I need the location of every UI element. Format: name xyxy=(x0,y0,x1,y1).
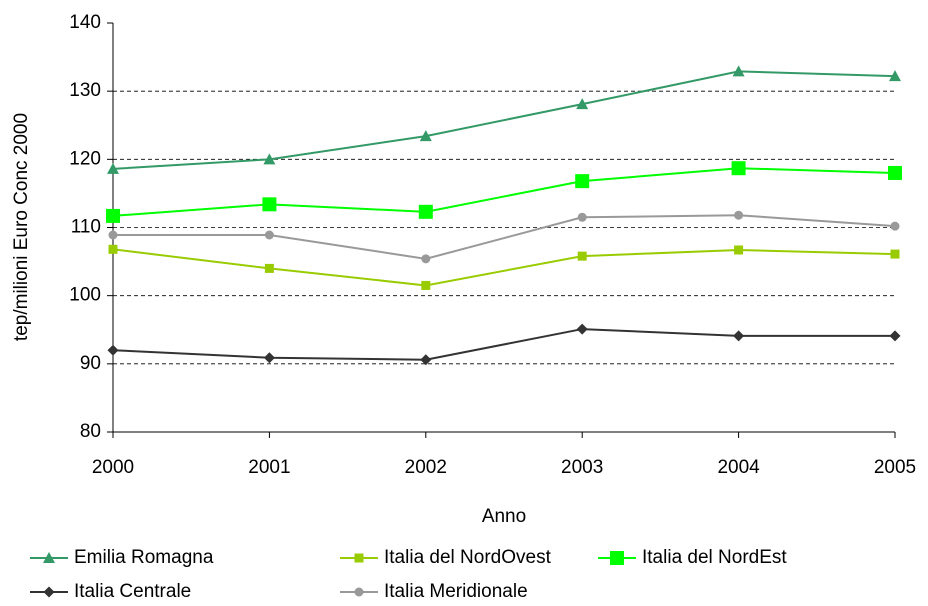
data-point xyxy=(107,344,119,356)
data-point xyxy=(263,352,275,364)
data-point xyxy=(421,254,431,264)
legend-label: Italia del NordEst xyxy=(642,547,787,568)
data-point xyxy=(106,208,120,223)
data-point xyxy=(263,153,276,165)
legend-marker xyxy=(354,553,364,563)
x-tick-label: 2003 xyxy=(561,457,603,478)
data-point xyxy=(262,197,277,212)
data-point xyxy=(732,65,745,77)
data-point xyxy=(420,354,432,366)
data-point xyxy=(108,244,118,254)
data-point xyxy=(418,204,433,219)
data-point xyxy=(734,210,744,220)
data-point xyxy=(731,161,746,176)
data-point xyxy=(889,70,901,82)
data-point xyxy=(107,162,119,174)
data-point xyxy=(575,174,590,189)
x-axis-label: Anno xyxy=(482,506,526,527)
data-point xyxy=(576,323,588,335)
legend-label: Emilia Romagna xyxy=(74,547,214,568)
legend-label: Italia Centrale xyxy=(74,581,191,602)
legend-marker xyxy=(43,586,55,598)
series-line xyxy=(113,214,896,260)
y-tick-label: 80 xyxy=(80,421,101,442)
data-point xyxy=(733,330,745,342)
data-point xyxy=(890,221,900,231)
y-tick-label: 140 xyxy=(69,12,101,33)
data-point xyxy=(577,251,587,261)
data-point xyxy=(421,280,431,290)
series-line xyxy=(112,248,896,287)
legend-marker xyxy=(610,551,624,565)
x-tick-label: 2005 xyxy=(874,457,916,478)
data-point xyxy=(734,245,744,255)
data-point xyxy=(890,249,900,259)
data-point xyxy=(577,212,587,222)
x-tick-label: 2000 xyxy=(92,457,134,478)
series-line xyxy=(112,328,895,361)
data-point xyxy=(576,98,589,110)
x-tick-label: 2002 xyxy=(405,457,447,478)
data-point xyxy=(889,330,901,342)
legend-label: Italia Meridionale xyxy=(384,581,528,602)
data-point xyxy=(888,165,902,180)
legend-marker xyxy=(43,552,55,563)
data-point xyxy=(419,130,432,142)
series-line xyxy=(112,167,896,217)
y-tick-label: 120 xyxy=(69,148,101,169)
y-axis-label: tep/milioni Euro Conc 2000 xyxy=(11,113,32,341)
y-tick-label: 90 xyxy=(80,353,101,374)
legend-marker xyxy=(354,587,364,597)
y-tick-label: 130 xyxy=(69,80,101,101)
x-tick-label: 2001 xyxy=(248,457,290,478)
legend-label: Italia del NordOvest xyxy=(384,547,552,568)
data-point xyxy=(108,230,118,240)
data-point xyxy=(264,230,274,240)
y-tick-label: 100 xyxy=(69,285,101,306)
series-line xyxy=(112,70,896,170)
x-tick-label: 2004 xyxy=(717,457,760,478)
y-tick-label: 110 xyxy=(71,217,101,238)
data-point xyxy=(264,263,274,273)
